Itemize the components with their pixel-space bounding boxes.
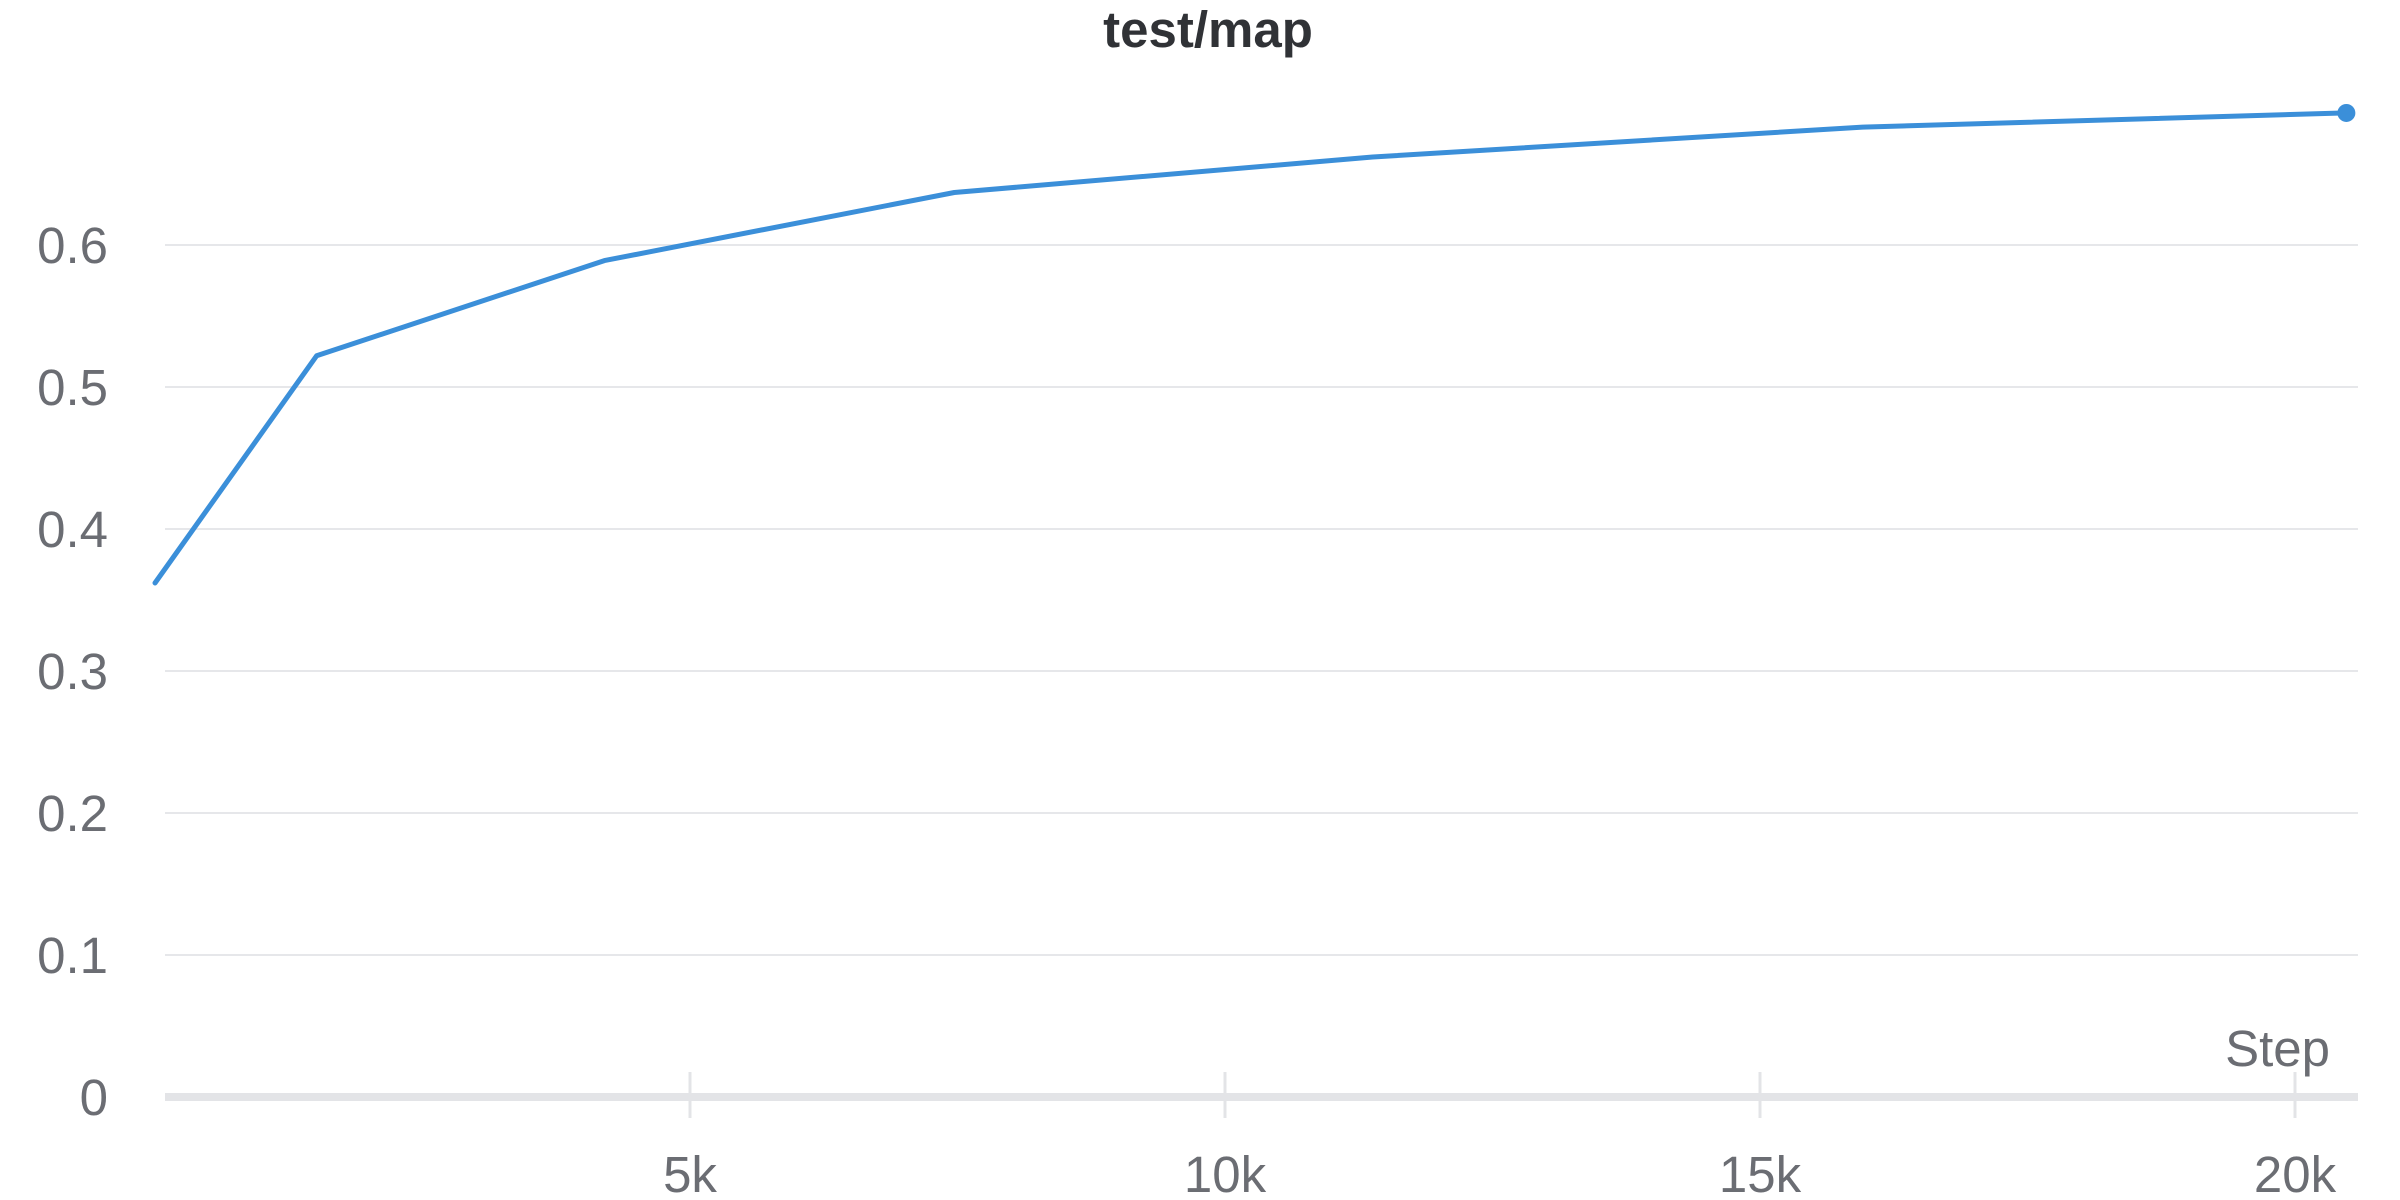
x-axis: 5k 10k 15k 20k bbox=[165, 1072, 2358, 1200]
y-tick-label: 0.5 bbox=[37, 359, 108, 416]
x-tick-label: 10k bbox=[1184, 1146, 1267, 1200]
y-tick-label: 0 bbox=[80, 1069, 108, 1126]
chart-title: test/map bbox=[1103, 1, 1313, 58]
y-tick-label: 0.2 bbox=[37, 785, 108, 842]
series-end-point bbox=[2337, 103, 2356, 122]
y-tick-label: 0.4 bbox=[37, 501, 108, 558]
x-tick-label: 5k bbox=[663, 1146, 717, 1200]
y-tick-label: 0.1 bbox=[37, 927, 108, 984]
y-tick-label: 0.6 bbox=[37, 217, 108, 274]
x-axis-title: Step bbox=[2225, 1020, 2330, 1077]
x-tick-label: 20k bbox=[2254, 1146, 2337, 1200]
y-axis: 0 0.1 0.2 0.3 0.4 0.5 0.6 bbox=[37, 217, 108, 1126]
series-line bbox=[152, 110, 2349, 586]
series-layer bbox=[152, 103, 2356, 586]
x-tick-label: 15k bbox=[1719, 1146, 1802, 1200]
y-tick-label: 0.3 bbox=[37, 643, 108, 700]
y-gridlines bbox=[165, 244, 2358, 956]
